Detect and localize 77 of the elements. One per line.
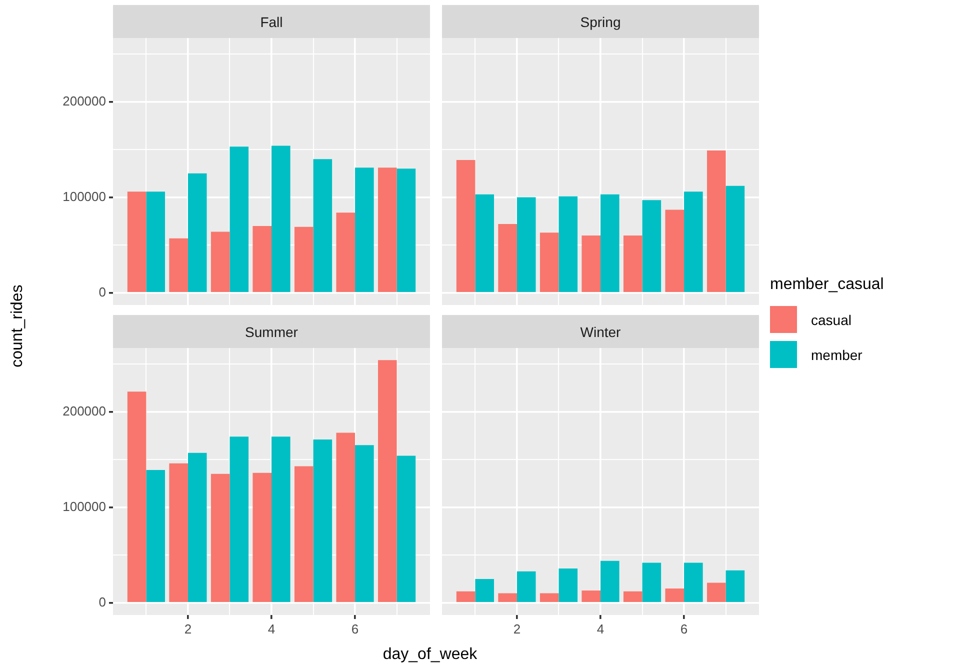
x-tick-label: 6 [680,621,688,636]
bar [707,582,726,602]
bar [378,360,397,602]
bar [355,168,374,292]
bar [336,212,356,292]
bar [127,392,146,602]
bar [336,432,356,602]
bar [355,445,374,602]
bar [498,224,517,292]
chart-title: Summer [113,315,430,348]
legend-title: member_casual [770,276,884,294]
chart-title: Spring [442,5,759,38]
bar [726,570,745,602]
bar [600,194,620,292]
x-tick-label: 6 [351,621,359,636]
bar [396,456,416,602]
bar [558,568,578,602]
bar [456,591,476,602]
bar [378,168,397,292]
bar [313,439,332,602]
bar [600,560,620,602]
bar [127,192,146,292]
y-tick-label: 100000 [62,498,106,514]
bar [642,200,662,292]
bar [540,232,559,292]
legend-label: member [811,346,862,362]
bar [665,588,684,602]
y-tick-label: 0 [98,284,106,300]
bar [294,466,314,602]
bar [188,452,207,602]
y-tick-label: 200000 [62,403,106,418]
x-tick-label: 4 [596,621,604,636]
bar [272,436,290,602]
bar [210,474,230,602]
bar [558,196,578,292]
bar [230,146,249,292]
bar [313,159,332,292]
y-axis-title: count_rides [9,284,27,368]
bar [294,226,314,292]
bar [642,562,662,602]
bar [475,194,494,292]
bar [146,470,165,602]
legend-label: casual [811,312,852,328]
bar [665,210,684,292]
bar [396,168,416,292]
y-tick-label: 100000 [62,188,106,204]
chart-title: Winter [442,315,759,348]
bar [252,472,272,602]
bar [623,591,642,602]
bar [146,192,165,292]
x-tick-label: 2 [184,621,192,636]
bar [582,236,600,292]
bar [623,236,642,292]
x-axis-title: day_of_week [382,646,478,664]
bar [582,590,600,602]
bar [230,436,249,602]
chart-title: Fall [113,5,430,38]
bar [210,232,230,292]
bar [726,186,745,292]
bar [498,593,517,602]
bar [188,173,207,292]
bar [169,238,188,292]
bar [707,150,726,292]
bar [272,146,290,292]
bar [169,463,188,602]
bar [516,571,536,602]
bar [252,226,272,292]
bar [684,562,703,602]
bar [540,593,559,602]
x-tick-label: 2 [513,621,521,636]
y-tick-label: 0 [98,594,106,610]
x-tick-label: 4 [268,621,276,636]
bar [456,160,476,292]
bar [516,197,536,292]
y-tick-label: 200000 [62,93,106,108]
bar [684,192,703,292]
bar [475,578,494,602]
